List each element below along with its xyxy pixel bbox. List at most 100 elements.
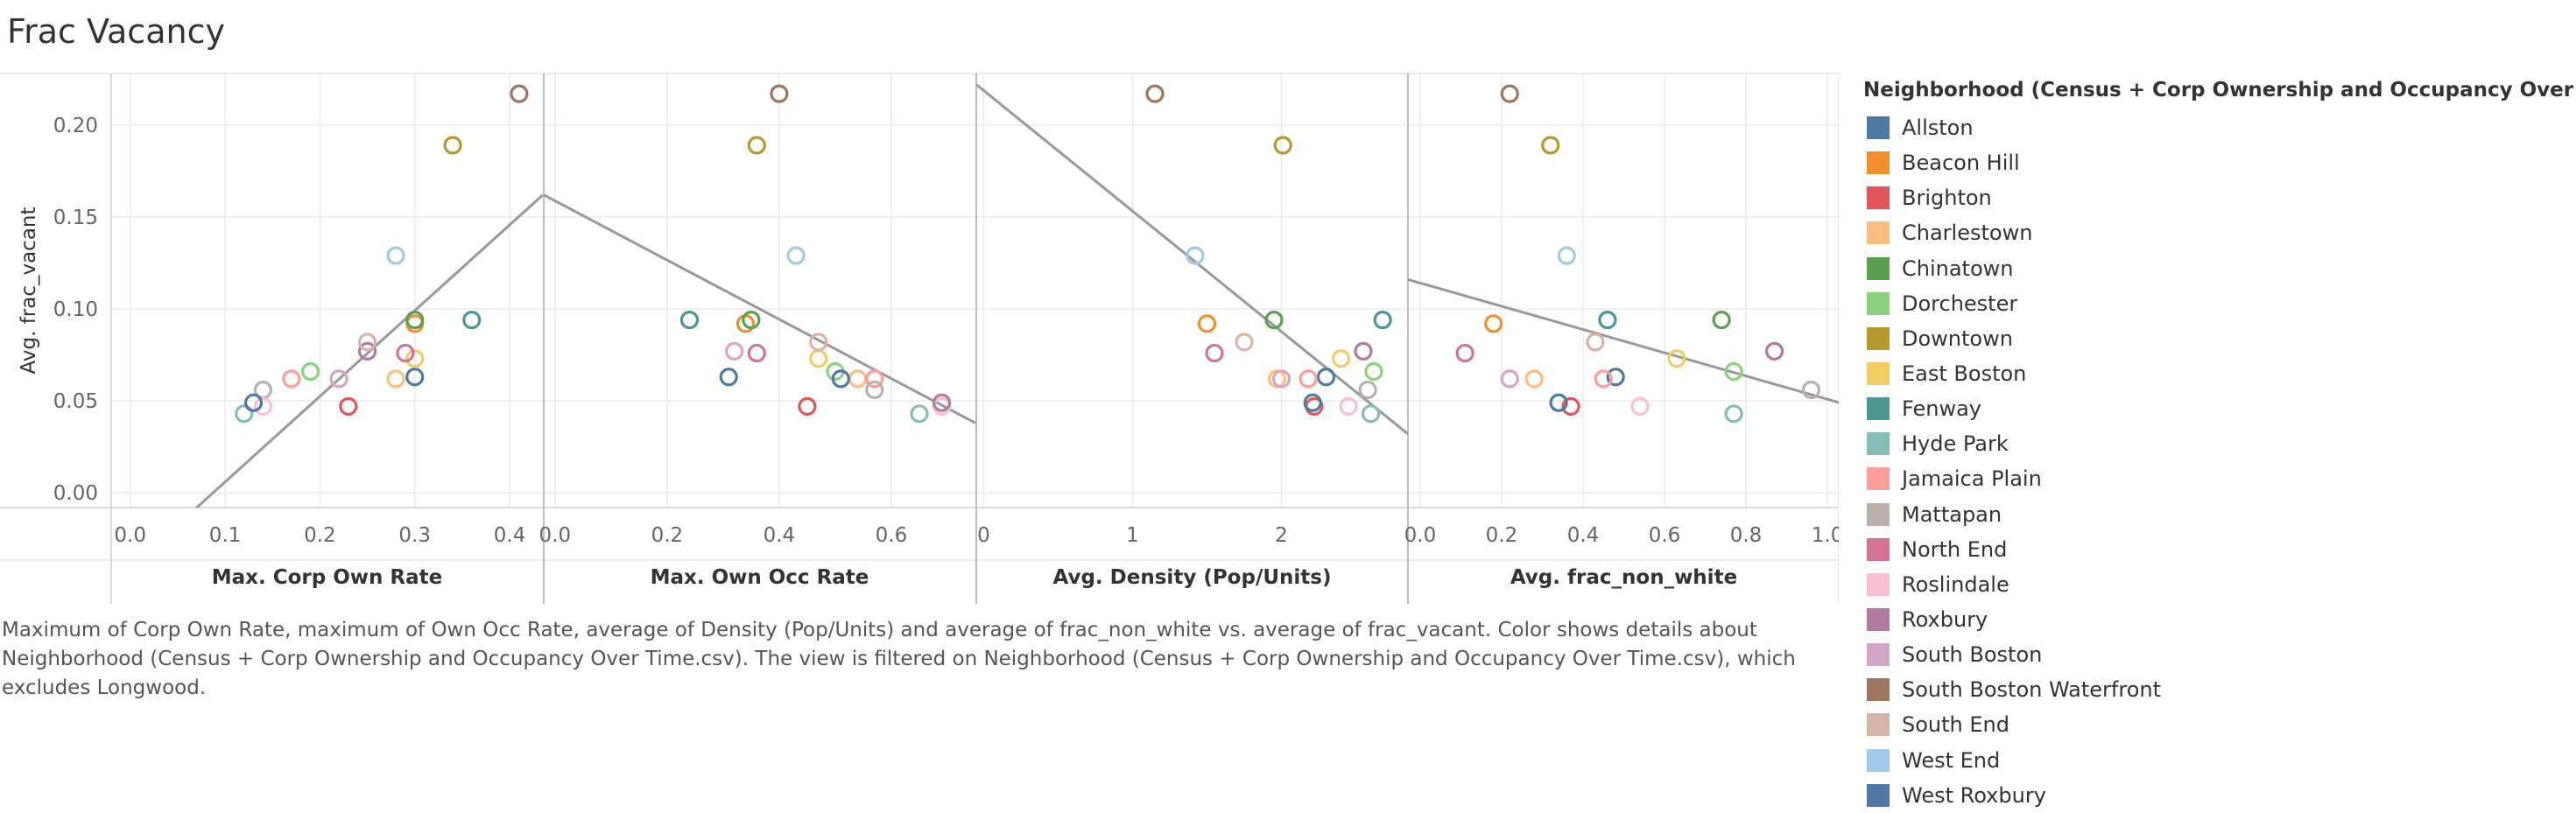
data-point [1339, 396, 1358, 417]
legend-item[interactable]: Chinatown [1863, 251, 2576, 286]
legend-label: South Boston Waterfront [1902, 677, 2162, 703]
legend-swatch [1867, 151, 1890, 175]
data-point [848, 369, 868, 389]
data-point [1541, 136, 1560, 155]
data-point [243, 393, 264, 412]
chart-caption: Maximum of Corp Own Rate, maximum of Own… [2, 619, 1796, 699]
data-point [1606, 368, 1625, 387]
legend-swatch [1867, 467, 1890, 491]
legend-item[interactable]: Downtown [1863, 321, 2576, 356]
data-point [386, 246, 405, 265]
y-tick-label: 0.05 [53, 390, 98, 413]
trend-line [976, 83, 1408, 436]
legend-item[interactable]: Hyde Park [1863, 426, 2576, 461]
data-point [1724, 361, 1743, 382]
x-tick-label: 1.0 [1812, 524, 1839, 547]
legend-item[interactable]: West Roxbury [1863, 778, 2576, 813]
y-tick-label: 0.15 [53, 207, 98, 229]
data-point [809, 349, 828, 368]
legend-item[interactable]: Jamaica Plain [1863, 461, 2576, 496]
legend-swatch [1867, 537, 1890, 561]
axis-layer [0, 73, 1839, 604]
legend-swatch [1867, 748, 1890, 772]
x-tick-label: 0.0 [114, 524, 146, 547]
data-point [1598, 311, 1617, 330]
legend-item[interactable]: Allston [1863, 110, 2576, 145]
data-point [1594, 369, 1613, 389]
legend-swatch [1867, 502, 1890, 526]
legend-item[interactable]: Roxbury [1863, 602, 2576, 637]
data-point [1205, 343, 1224, 363]
data-point [809, 333, 828, 352]
trend-line [194, 193, 543, 508]
legend-item[interactable]: East Boston [1863, 356, 2576, 391]
data-point [1667, 349, 1686, 368]
legend-item[interactable]: South End [1863, 707, 2576, 742]
point-layer [235, 84, 1821, 424]
legend-item[interactable]: Dorchester [1863, 286, 2576, 321]
data-point [1724, 404, 1743, 424]
data-point [1455, 343, 1475, 363]
trend-line [544, 193, 975, 424]
legend-item[interactable]: South Boston [1863, 637, 2576, 672]
legend-swatch [1867, 221, 1890, 245]
data-point [1764, 341, 1784, 361]
legend-swatch [1867, 326, 1890, 350]
data-point [1354, 341, 1373, 361]
legend-label: South End [1902, 712, 2009, 738]
legend-swatch [1867, 678, 1890, 702]
data-point [865, 369, 884, 389]
x-tick-label: 0.8 [1730, 524, 1763, 547]
data-point [1186, 246, 1205, 265]
data-point [725, 341, 744, 361]
data-point [1630, 396, 1650, 417]
x-tick-label: 0.6 [876, 524, 908, 547]
legend-item[interactable]: Fenway [1863, 391, 2576, 426]
x-tick-label: 0.6 [1649, 524, 1681, 547]
legend-label: West Roxbury [1902, 782, 2046, 808]
x-tick-label: 0.3 [398, 524, 431, 547]
legend-label: Downtown [1902, 326, 2013, 351]
legend-label: Jamaica Plain [1902, 466, 2042, 492]
x-tick-label: 0.2 [651, 524, 684, 547]
x-tick-label: 0 [977, 524, 990, 547]
legend-label: West End [1902, 747, 2001, 773]
data-point [1712, 311, 1731, 330]
legend-item[interactable]: North End [1863, 532, 2576, 567]
data-point [396, 343, 415, 363]
data-point [1331, 349, 1351, 368]
legend-item[interactable]: Roslindale [1863, 567, 2576, 602]
data-point [831, 369, 850, 389]
legend-label: Fenway [1902, 396, 1982, 422]
data-point [386, 369, 405, 389]
legend-swatch [1867, 362, 1890, 386]
data-point [339, 396, 358, 417]
x-tick-label: 2 [1275, 524, 1288, 547]
data-point [932, 393, 952, 412]
data-point [405, 349, 425, 368]
data-point [1361, 404, 1381, 424]
data-point [1235, 333, 1254, 352]
x-axis-title: Avg. Density (Pop/Units) [1053, 566, 1332, 589]
data-point [865, 380, 884, 400]
legend-item[interactable]: West End [1863, 743, 2576, 778]
trend-layer [194, 83, 1839, 508]
legend-item[interactable]: Mattapan [1863, 497, 2576, 532]
x-tick-label: 0.2 [1486, 524, 1518, 547]
data-point [719, 368, 738, 387]
data-point [1264, 311, 1284, 330]
legend-item[interactable]: Brighton [1863, 180, 2576, 215]
data-point [910, 404, 929, 424]
data-point [679, 311, 700, 330]
legend-item[interactable]: South Boston Waterfront [1863, 672, 2576, 707]
data-point [1316, 368, 1336, 387]
legend-swatch [1867, 608, 1890, 632]
x-tick-label: 0.2 [304, 524, 336, 547]
legend-swatch [1867, 397, 1890, 421]
legend-label: Brighton [1902, 186, 1992, 211]
grid-layer [111, 74, 1839, 508]
legend-item[interactable]: Charlestown [1863, 215, 2576, 250]
legend-item[interactable]: Beacon Hill [1863, 145, 2576, 180]
